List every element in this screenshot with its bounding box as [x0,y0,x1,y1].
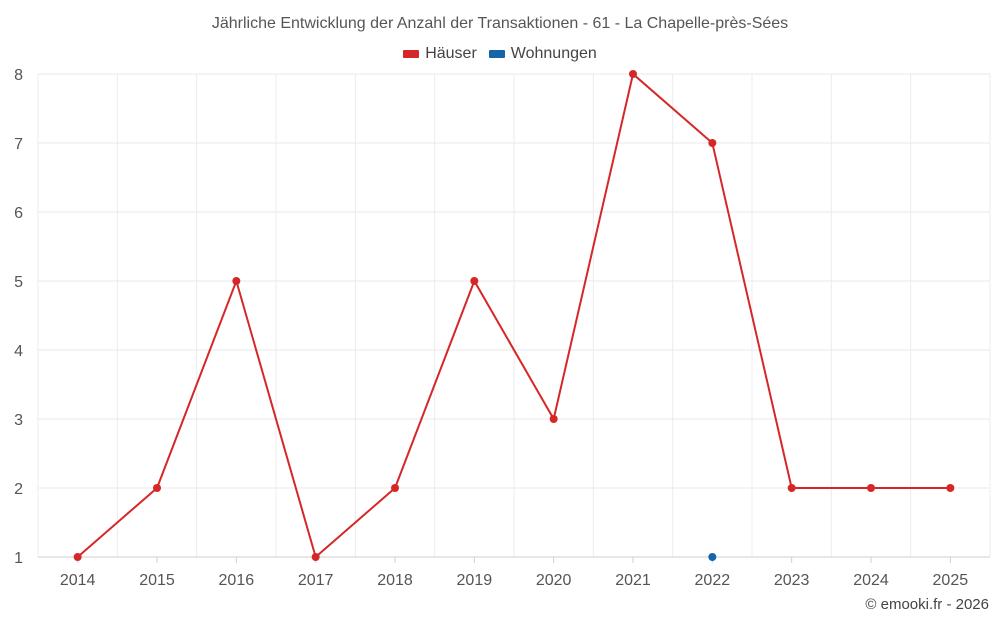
x-tick-label: 2016 [219,572,255,589]
data-point-haeuser [73,553,82,561]
data-point-haeuser [708,139,717,147]
x-tick-label: 2020 [536,572,572,589]
data-point-haeuser [470,277,479,285]
x-tick-label: 2021 [615,572,651,589]
x-tick-label: 2019 [457,572,493,589]
y-tick-label: 4 [14,343,23,360]
y-tick-label: 8 [14,67,23,84]
legend-label-haeuser: Häuser [425,45,477,62]
x-tick-label: 2015 [139,572,175,589]
x-tick-label: 2018 [377,572,413,589]
data-point-haeuser [153,484,161,492]
legend-swatch-haeuser [403,50,420,58]
series-line-haeuser [77,72,951,559]
credit-text: © emooki.fr - 2026 [865,596,989,613]
y-tick-label: 3 [14,412,23,429]
data-point-haeuser [311,553,320,561]
legend-item-wohnungen[interactable]: Wohnungen [488,45,597,63]
y-tick-label: 6 [14,205,23,222]
y-tick-label: 2 [14,481,23,498]
y-tick-label: 7 [14,136,23,153]
x-tick-label: 2023 [774,572,810,589]
data-point-haeuser [867,484,875,492]
data-point-wohnungen [708,553,717,561]
data-point-haeuser [391,484,399,492]
x-tick-label: 2014 [60,572,96,589]
chart-title: Jährliche Entwicklung der Anzahl der Tra… [211,15,789,32]
data-point-haeuser [232,277,241,285]
legend-label-wohnungen: Wohnungen [510,45,597,62]
x-tick-label: 2024 [853,572,889,589]
data-point-haeuser [787,484,796,492]
legend-item-haeuser[interactable]: Häuser [403,45,477,63]
y-tick-label: 1 [14,550,23,567]
legend-swatch-wohnungen [488,50,505,58]
data-point-haeuser [946,484,955,492]
legend: Häuser Wohnungen [0,45,1000,63]
data-point-haeuser [549,415,558,423]
data-point-haeuser [629,70,637,78]
x-tick-label: 2017 [298,572,334,589]
x-tick-label: 2025 [933,572,969,589]
x-tick-label: 2022 [695,572,731,589]
y-tick-label: 5 [14,274,23,291]
